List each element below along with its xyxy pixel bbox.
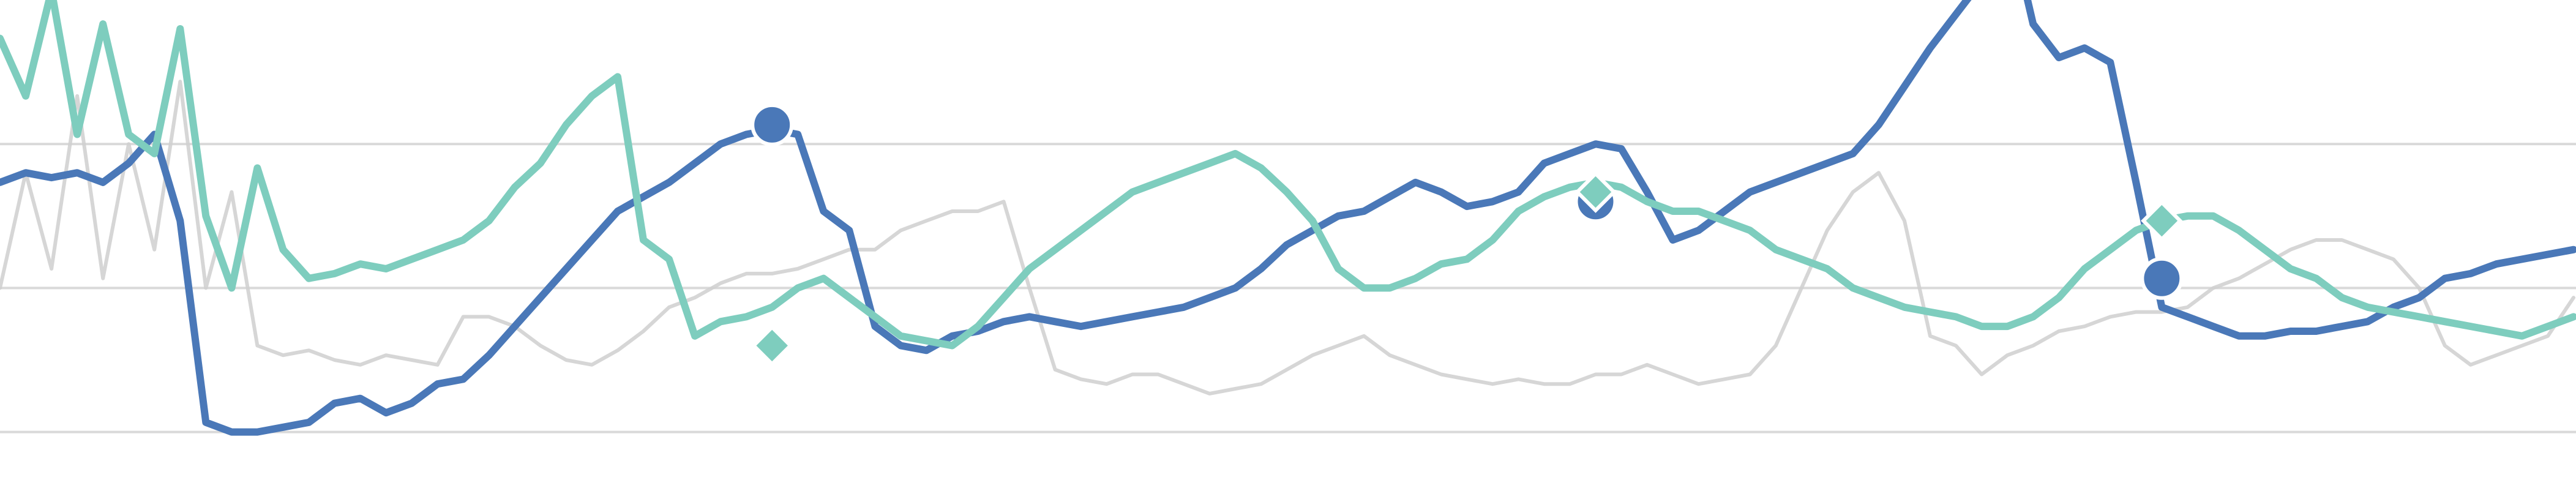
series-markers (751, 103, 2184, 367)
series-2-marker-5 (2141, 200, 2183, 242)
series-1-marker-0 (751, 103, 794, 146)
series-lines (0, 0, 2576, 436)
series-1-marker-2 (2140, 257, 2184, 300)
series-line-2 (0, 0, 2576, 350)
series-2-marker-3 (751, 324, 793, 367)
series-line-0 (0, 80, 2575, 396)
gridlines (0, 143, 2576, 433)
series-2-marker-4 (1574, 171, 1617, 213)
